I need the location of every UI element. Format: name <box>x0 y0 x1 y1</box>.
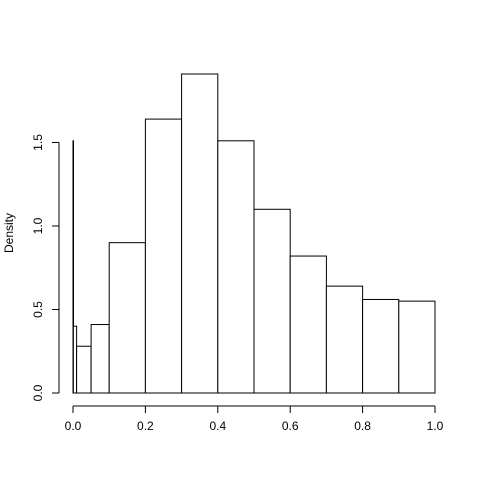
bar <box>90 324 110 394</box>
bar <box>144 118 183 394</box>
y-axis-label: Density <box>2 213 16 253</box>
x-tick-label: 0.0 <box>65 419 82 433</box>
y-tick-label: 1.0 <box>31 217 45 234</box>
bar <box>181 73 219 394</box>
x-tick-label: 0.2 <box>137 419 154 433</box>
x-tick-label: 1.0 <box>427 419 444 433</box>
bar <box>217 140 255 394</box>
bar <box>362 298 400 394</box>
bar <box>108 242 146 394</box>
x-tick-label: 0.6 <box>282 419 299 433</box>
bar <box>325 285 364 394</box>
y-tick-label: 0.0 <box>31 384 45 401</box>
bar <box>289 255 327 394</box>
bar <box>253 208 291 394</box>
x-tick-label: 0.4 <box>209 419 226 433</box>
y-tick-label: 1.5 <box>31 134 45 151</box>
bar <box>398 300 436 394</box>
y-tick-label: 0.5 <box>31 301 45 318</box>
x-tick-label: 0.8 <box>354 419 371 433</box>
bar <box>76 345 92 394</box>
